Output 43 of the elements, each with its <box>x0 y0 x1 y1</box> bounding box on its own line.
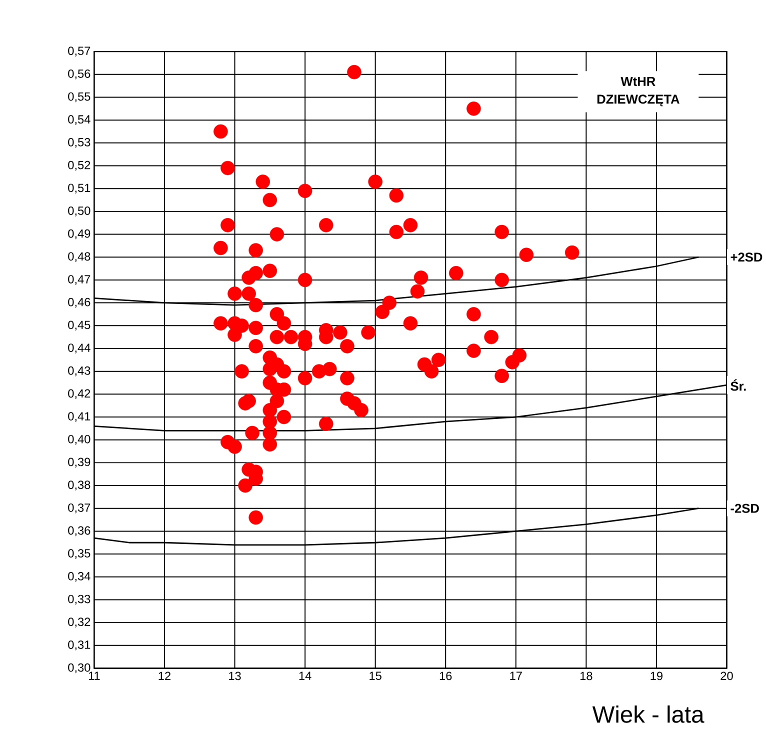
text: WtHR DZIEWCZĘTA <box>597 77 680 107</box>
y-tick-label: 0,53 <box>68 138 90 148</box>
y-tick-label: 0,40 <box>68 435 90 445</box>
y-tick-label: 0,50 <box>68 206 90 217</box>
y-tick-label: 0,31 <box>68 640 90 651</box>
y-tick-label: 0,44 <box>68 344 90 354</box>
y-tick-label: 0,45 <box>68 320 90 331</box>
text: -2SD <box>730 504 759 514</box>
y-tick-label: 0,57 <box>68 46 90 57</box>
x-tick-label: 11 <box>88 672 100 680</box>
y-tick-label: 0,32 <box>68 618 90 628</box>
y-tick-label: 0,46 <box>68 298 90 308</box>
x-tick-label: 17 <box>510 672 522 680</box>
x-tick-label: 16 <box>440 672 452 680</box>
text: +2SD <box>730 252 762 262</box>
x-tick-label: 18 <box>580 672 592 680</box>
y-tick-label: 0,51 <box>68 184 90 194</box>
y-tick-label: 0,37 <box>68 504 90 514</box>
y-tick-label: 0,55 <box>68 92 90 102</box>
y-tick-label: 0,54 <box>68 115 90 126</box>
series-label: Śr. <box>730 380 746 392</box>
x-tick-label: 13 <box>229 672 241 680</box>
x-tick-label: 12 <box>158 672 170 680</box>
x-tick-label: 14 <box>299 672 312 680</box>
y-tick-label: 0,47 <box>68 275 90 286</box>
y-tick-label: 0,39 <box>68 458 90 468</box>
y-tick-label: 0,41 <box>68 412 90 422</box>
y-tick-label: 0,33 <box>68 595 90 605</box>
y-tick-label: 0,49 <box>68 230 90 240</box>
y-tick-label: 0,52 <box>68 161 90 171</box>
x-tick-label: 19 <box>650 672 662 680</box>
y-tick-label: 0,43 <box>68 366 90 376</box>
y-tick-label: 0,34 <box>68 572 90 582</box>
y-tick-label: 0,36 <box>68 526 90 536</box>
y-tick-label: 0,38 <box>68 480 90 491</box>
y-tick-label: 0,35 <box>68 549 90 560</box>
x-tick-label: 15 <box>370 672 382 680</box>
x-tick-label: 20 <box>720 672 733 680</box>
y-tick-label: 0,42 <box>68 390 90 400</box>
y-tick-label: 0,30 <box>68 664 90 674</box>
y-tick-label: 0,56 <box>68 70 90 80</box>
x-axis-title: Wiek - lata <box>592 706 704 724</box>
y-tick-label: 0,48 <box>68 252 90 262</box>
